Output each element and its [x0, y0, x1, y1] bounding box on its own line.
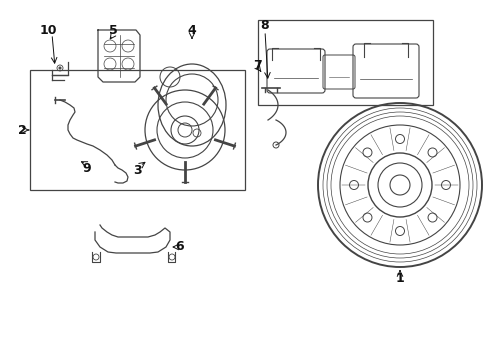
- Text: 2: 2: [18, 123, 26, 136]
- Text: 8: 8: [260, 18, 269, 32]
- Circle shape: [59, 67, 61, 69]
- Bar: [258, 20, 432, 105]
- Text: 3: 3: [133, 163, 142, 176]
- Text: 1: 1: [395, 271, 404, 284]
- Text: 4: 4: [187, 23, 196, 36]
- Bar: [30, 70, 244, 190]
- Text: 5: 5: [108, 23, 117, 36]
- Text: 9: 9: [82, 162, 91, 175]
- Text: 7: 7: [253, 59, 262, 72]
- Text: 10: 10: [39, 23, 57, 36]
- Text: 6: 6: [175, 240, 184, 253]
